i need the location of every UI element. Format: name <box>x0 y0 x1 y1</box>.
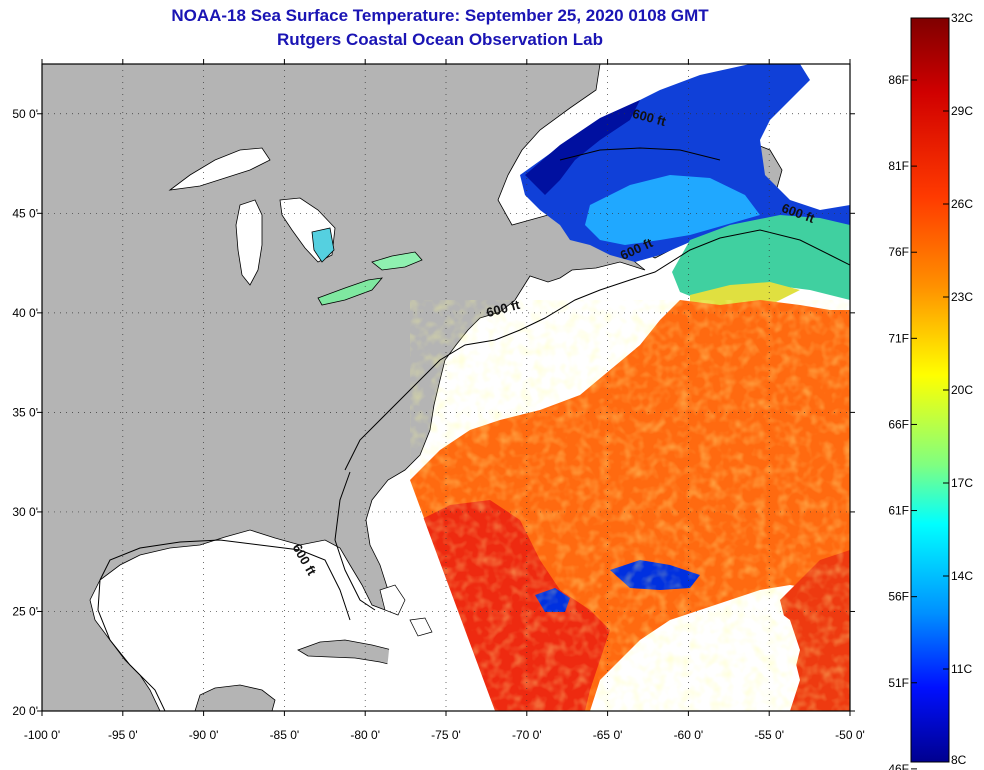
lake-superior <box>168 147 271 191</box>
colorbar-label-celsius: 29C <box>951 104 973 118</box>
colorbar-label-celsius: 26C <box>951 197 973 211</box>
y-tick-label: 40 0' <box>12 306 38 320</box>
x-tick-label: -65 0' <box>593 728 623 742</box>
colorbar-label-fahrenheit: 66F <box>888 417 909 431</box>
x-tick-label: -100 0' <box>24 728 60 742</box>
x-tick-label: -55 0' <box>754 728 784 742</box>
colorbar-label-fahrenheit: 76F <box>888 245 909 259</box>
land-bahamas <box>379 584 433 637</box>
colorbar-label-celsius: 23C <box>951 290 973 304</box>
colorbar-label-celsius: 17C <box>951 476 973 490</box>
sst-cold-cyan-north <box>585 175 760 245</box>
map-subtitle: Rutgers Coastal Ocean Observation Lab <box>277 30 603 49</box>
isobath-600ft <box>97 147 850 711</box>
colorbar-label-celsius: 14C <box>951 569 973 583</box>
y-tick-label: 20 0' <box>12 704 38 718</box>
sst-green-yellow-front <box>672 215 850 300</box>
x-tick-label: -70 0' <box>512 728 542 742</box>
colorbar-scale <box>910 17 950 763</box>
x-tick-label: -85 0' <box>270 728 300 742</box>
colorbar-label-celsius: 8C <box>951 753 967 767</box>
x-tick-label: -75 0' <box>431 728 461 742</box>
colorbar-label-fahrenheit: 71F <box>888 331 909 345</box>
colorbar-label-fahrenheit: 81F <box>888 159 909 173</box>
no-data-wedge <box>380 476 495 711</box>
map-title: NOAA-18 Sea Surface Temperature: Septemb… <box>171 6 709 25</box>
x-tick-label: -60 0' <box>674 728 704 742</box>
colorbar-label-fahrenheit: 56F <box>888 590 909 604</box>
colorbar-label-celsius: 32C <box>951 11 973 25</box>
y-tick-label: 50 0' <box>12 107 38 121</box>
lake-michigan <box>235 199 263 286</box>
x-tick-label: -90 0' <box>189 728 219 742</box>
lake-ontario <box>371 251 423 271</box>
sst-texture <box>410 300 850 711</box>
colorbar-label-fahrenheit: 61F <box>888 504 909 518</box>
colorbar-label-fahrenheit: 51F <box>888 676 909 690</box>
y-tick-label: 30 0' <box>12 505 38 519</box>
x-tick-label: -80 0' <box>350 728 380 742</box>
colorbar-label-celsius: 11C <box>951 662 972 676</box>
y-tick-label: 35 0' <box>12 405 38 419</box>
x-tick-label: -50 0' <box>835 728 865 742</box>
great-lakes <box>168 147 423 306</box>
y-tick-label: 45 0' <box>12 206 38 220</box>
colorbar-label-celsius: 20C <box>951 383 973 397</box>
y-axis-ticks: 20 0' 25 0' 30 0' 35 0' 40 0' 45 0' 50 0' <box>12 107 855 718</box>
y-tick-label: 25 0' <box>12 604 38 618</box>
x-axis-ticks: -100 0' -95 0' -90 0' -85 0' -80 0' -75 0' -70… <box>24 59 865 742</box>
colorbar-label-fahrenheit: 86F <box>888 73 909 87</box>
lake-huron-warm <box>311 227 335 263</box>
sst-dark-blue-gulf <box>525 100 640 195</box>
colorbar-labels: 32C 29C 26C 23C 20C 17C 14C 11C 8C 86F 81F 76F 71F 66… <box>888 11 973 770</box>
x-tick-label: -95 0' <box>108 728 138 742</box>
lake-erie <box>317 277 383 306</box>
colorbar-label-fahrenheit: 46F <box>888 762 909 770</box>
land-yucatan <box>194 684 276 711</box>
